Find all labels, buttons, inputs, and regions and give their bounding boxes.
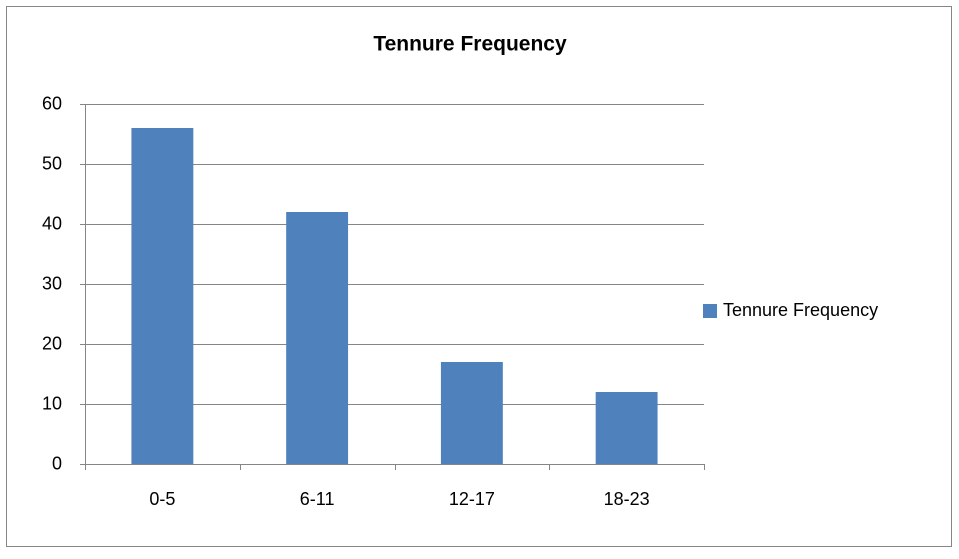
y-tick-label: 60 bbox=[42, 93, 62, 113]
y-tick-label: 20 bbox=[42, 333, 62, 353]
chart-title: Tennure Frequency bbox=[373, 33, 567, 56]
x-tick-label: 6-11 bbox=[300, 489, 335, 509]
y-tick-label: 40 bbox=[42, 213, 62, 233]
x-tick-label: 12-17 bbox=[449, 489, 495, 509]
bar bbox=[595, 392, 658, 464]
y-tick-label: 30 bbox=[42, 273, 62, 293]
legend-swatch bbox=[703, 304, 717, 318]
bar bbox=[131, 128, 194, 464]
x-tick-label: 0-5 bbox=[149, 489, 175, 509]
x-tick-label: 18-23 bbox=[604, 489, 650, 509]
y-tick-label: 10 bbox=[42, 393, 62, 413]
y-tick-label: 0 bbox=[52, 453, 62, 473]
bar bbox=[440, 362, 503, 464]
bar bbox=[286, 212, 349, 464]
legend-label: Tennure Frequency bbox=[723, 300, 878, 320]
y-tick-label: 50 bbox=[42, 153, 62, 173]
